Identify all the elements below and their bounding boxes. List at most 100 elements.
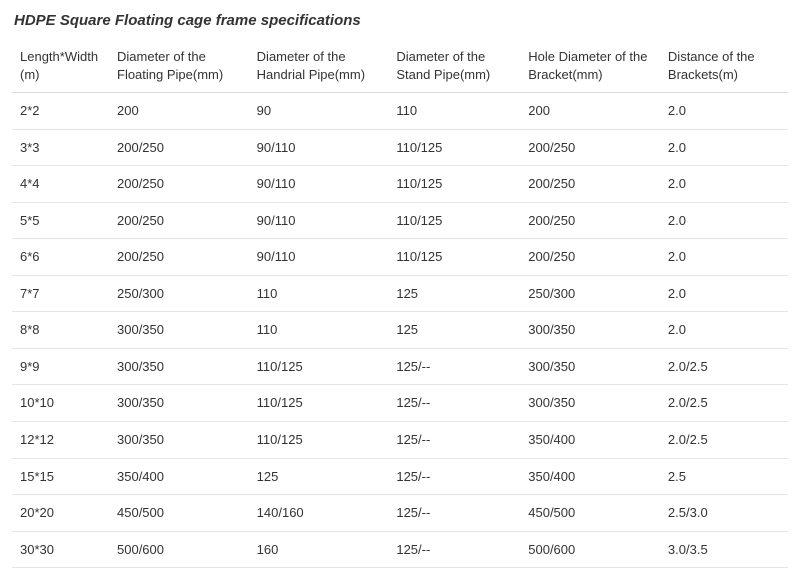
table-cell: 125/--: [388, 348, 520, 385]
spec-table: Length*Width(m) Diameter of the Floating…: [12, 39, 788, 568]
table-cell: 90/110: [249, 239, 389, 276]
table-cell: 125/--: [388, 422, 520, 459]
table-row: 3*3200/25090/110110/125200/2502.0: [12, 129, 788, 166]
col-header: Diameter of the Stand Pipe(mm): [388, 39, 520, 93]
table-row: 4*4200/25090/110110/125200/2502.0: [12, 166, 788, 203]
table-cell: 110: [249, 312, 389, 349]
table-cell: 2.0: [660, 239, 788, 276]
table-cell: 125: [249, 458, 389, 495]
table-cell: 125: [388, 312, 520, 349]
col-header: Hole Diameter of the Bracket(mm): [520, 39, 660, 93]
table-cell: 300/350: [109, 385, 249, 422]
col-header: Length*Width(m): [12, 39, 109, 93]
table-row: 6*6200/25090/110110/125200/2502.0: [12, 239, 788, 276]
table-cell: 350/400: [520, 422, 660, 459]
table-cell: 125/--: [388, 531, 520, 568]
table-cell: 300/350: [109, 312, 249, 349]
table-body: 2*2200901102002.03*3200/25090/110110/125…: [12, 93, 788, 568]
table-cell: 200/250: [520, 129, 660, 166]
table-row: 30*30500/600160125/--500/6003.0/3.5: [12, 531, 788, 568]
table-cell: 2.0: [660, 129, 788, 166]
table-cell: 500/600: [520, 531, 660, 568]
table-cell: 125: [388, 275, 520, 312]
table-cell: 3*3: [12, 129, 109, 166]
table-cell: 200/250: [520, 239, 660, 276]
table-cell: 2.0: [660, 202, 788, 239]
table-row: 2*2200901102002.0: [12, 93, 788, 130]
table-row: 5*5200/25090/110110/125200/2502.0: [12, 202, 788, 239]
table-cell: 110: [249, 275, 389, 312]
table-cell: 2.0: [660, 275, 788, 312]
table-cell: 2.5/3.0: [660, 495, 788, 532]
table-cell: 110/125: [388, 202, 520, 239]
table-cell: 2.0/2.5: [660, 422, 788, 459]
page-title: HDPE Square Floating cage frame specific…: [14, 12, 788, 29]
table-row: 9*9300/350110/125125/--300/3502.0/2.5: [12, 348, 788, 385]
table-cell: 250/300: [109, 275, 249, 312]
table-row: 10*10300/350110/125125/--300/3502.0/2.5: [12, 385, 788, 422]
table-cell: 90/110: [249, 129, 389, 166]
table-cell: 450/500: [520, 495, 660, 532]
table-cell: 200: [520, 93, 660, 130]
table-cell: 2*2: [12, 93, 109, 130]
table-cell: 2.0/2.5: [660, 348, 788, 385]
table-cell: 300/350: [520, 385, 660, 422]
table-cell: 200: [109, 93, 249, 130]
table-row: 12*12300/350110/125125/--350/4002.0/2.5: [12, 422, 788, 459]
table-cell: 20*20: [12, 495, 109, 532]
table-cell: 200/250: [109, 129, 249, 166]
col-header: Distance of the Brackets(m): [660, 39, 788, 93]
col-header: Diameter of the Handrial Pipe(mm): [249, 39, 389, 93]
table-cell: 90/110: [249, 166, 389, 203]
table-cell: 110: [388, 93, 520, 130]
table-cell: 4*4: [12, 166, 109, 203]
table-cell: 2.0: [660, 312, 788, 349]
table-cell: 90: [249, 93, 389, 130]
table-cell: 10*10: [12, 385, 109, 422]
table-cell: 200/250: [520, 166, 660, 203]
table-cell: 350/400: [109, 458, 249, 495]
table-cell: 125/--: [388, 458, 520, 495]
table-cell: 6*6: [12, 239, 109, 276]
table-head: Length*Width(m) Diameter of the Floating…: [12, 39, 788, 93]
table-row: 7*7250/300110125250/3002.0: [12, 275, 788, 312]
table-cell: 140/160: [249, 495, 389, 532]
table-cell: 3.0/3.5: [660, 531, 788, 568]
col-header: Diameter of the Floating Pipe(mm): [109, 39, 249, 93]
table-cell: 110/125: [388, 129, 520, 166]
table-cell: 450/500: [109, 495, 249, 532]
table-cell: 5*5: [12, 202, 109, 239]
table-cell: 500/600: [109, 531, 249, 568]
table-row: 8*8300/350110125300/3502.0: [12, 312, 788, 349]
table-row: 20*20450/500140/160125/--450/5002.5/3.0: [12, 495, 788, 532]
table-row: 15*15350/400125125/--350/4002.5: [12, 458, 788, 495]
table-cell: 300/350: [109, 348, 249, 385]
table-cell: 2.0/2.5: [660, 385, 788, 422]
table-cell: 300/350: [520, 348, 660, 385]
table-cell: 15*15: [12, 458, 109, 495]
table-cell: 2.0: [660, 93, 788, 130]
table-cell: 30*30: [12, 531, 109, 568]
table-cell: 300/350: [109, 422, 249, 459]
table-cell: 110/125: [249, 348, 389, 385]
table-cell: 9*9: [12, 348, 109, 385]
table-cell: 110/125: [249, 385, 389, 422]
table-cell: 7*7: [12, 275, 109, 312]
table-cell: 160: [249, 531, 389, 568]
table-cell: 110/125: [249, 422, 389, 459]
table-cell: 200/250: [109, 202, 249, 239]
table-cell: 200/250: [520, 202, 660, 239]
table-cell: 300/350: [520, 312, 660, 349]
table-cell: 90/110: [249, 202, 389, 239]
table-cell: 110/125: [388, 239, 520, 276]
table-cell: 125/--: [388, 495, 520, 532]
table-cell: 200/250: [109, 166, 249, 203]
table-cell: 12*12: [12, 422, 109, 459]
table-cell: 2.5: [660, 458, 788, 495]
table-cell: 125/--: [388, 385, 520, 422]
table-cell: 350/400: [520, 458, 660, 495]
table-cell: 110/125: [388, 166, 520, 203]
table-cell: 250/300: [520, 275, 660, 312]
table-cell: 2.0: [660, 166, 788, 203]
table-cell: 200/250: [109, 239, 249, 276]
